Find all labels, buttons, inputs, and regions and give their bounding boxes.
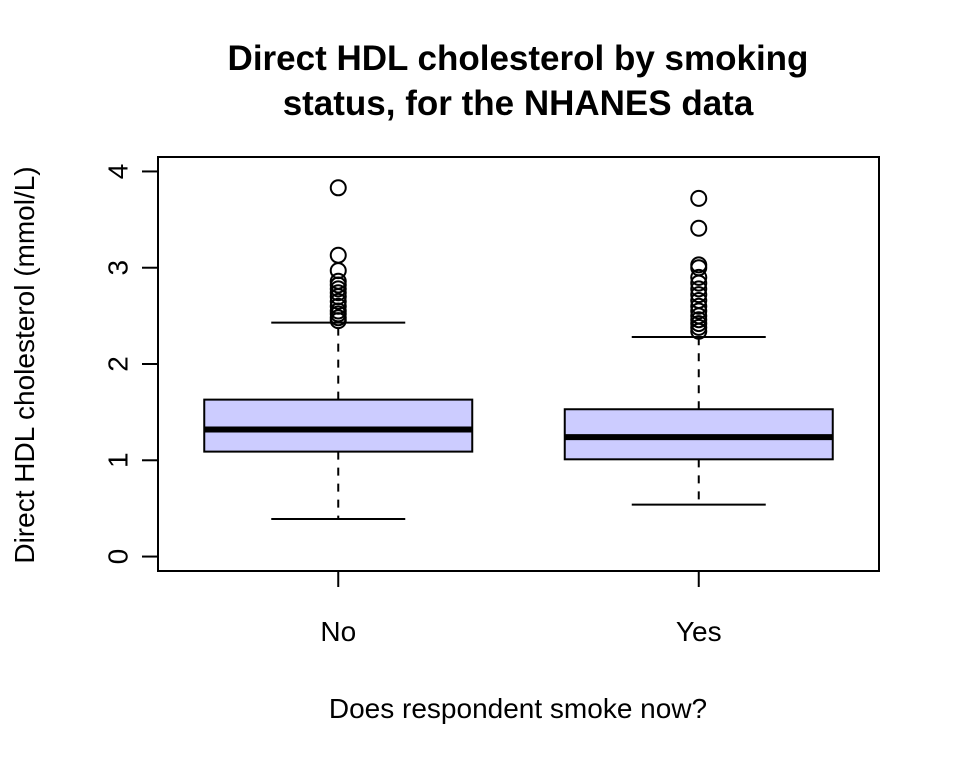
y-tick-label-3: 3 bbox=[102, 260, 133, 276]
y-tick-label-0: 0 bbox=[102, 549, 133, 565]
outlier-point-yes-9 bbox=[690, 280, 708, 298]
box-yes bbox=[563, 189, 834, 506]
outlier-point-yes-15 bbox=[690, 189, 708, 207]
x-tick-label-no: No bbox=[320, 616, 356, 647]
outlier-point-yes-14 bbox=[690, 219, 708, 237]
plot-frame bbox=[157, 156, 880, 572]
x-tick-label-yes: Yes bbox=[676, 616, 722, 647]
y-axis-label: Direct HDL cholesterol (mmol/L) bbox=[9, 166, 40, 563]
outlier-point-no-11 bbox=[329, 262, 347, 280]
outlier-point-no-13 bbox=[329, 179, 347, 197]
chart-title-line-1: Direct HDL cholesterol by smoking bbox=[228, 39, 809, 78]
outlier-point-yes-8 bbox=[690, 286, 708, 304]
outlier-point-no-5 bbox=[329, 292, 347, 310]
outlier-point-no-4 bbox=[329, 297, 347, 315]
outlier-point-yes-5 bbox=[690, 302, 708, 320]
y-tick-label-1: 1 bbox=[102, 452, 133, 468]
y-axis: 0 1 2 3 4 bbox=[102, 164, 159, 565]
outlier-point-yes-13 bbox=[690, 256, 708, 274]
x-axis-label: Does respondent smoke now? bbox=[329, 693, 707, 724]
outlier-point-no-12 bbox=[329, 246, 347, 264]
outlier-point-yes-7 bbox=[690, 291, 708, 309]
y-tick-label-4: 4 bbox=[102, 164, 133, 180]
box-no bbox=[203, 179, 474, 521]
x-axis: No Yes bbox=[320, 570, 722, 647]
outlier-point-no-10 bbox=[329, 272, 347, 290]
outlier-point-yes-11 bbox=[690, 268, 708, 286]
chart-title-line-2: status, for the NHANES data bbox=[283, 84, 754, 123]
iqr-box-no bbox=[203, 398, 474, 453]
outlier-point-yes-6 bbox=[690, 297, 708, 315]
boxes-group bbox=[203, 179, 834, 521]
y-tick-label-2: 2 bbox=[102, 356, 133, 372]
